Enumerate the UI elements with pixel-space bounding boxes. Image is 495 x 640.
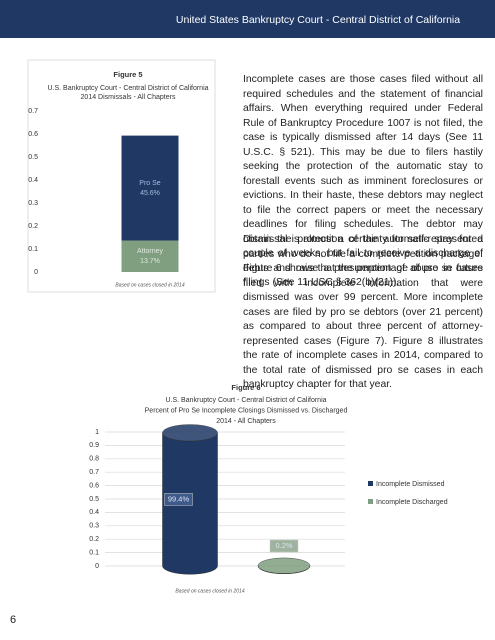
y-tick-label: 0 <box>34 269 38 276</box>
y-tick-label: 0.8 <box>89 456 99 463</box>
paragraph: Incomplete cases are those cases filed w… <box>243 74 483 288</box>
y-tick-label: 0.2 <box>89 536 99 543</box>
header-bar <box>0 0 495 38</box>
legend-label: Incomplete Dismissed <box>376 481 445 488</box>
chart-title: Percent of Pro Se Incomplete Closings Di… <box>145 407 348 414</box>
value-label-box <box>164 493 193 506</box>
segment-name: Pro Se <box>139 180 161 187</box>
paragraph: Dismissal is almost a certainty for self… <box>243 234 483 390</box>
bar-segment <box>121 135 179 241</box>
value-label: 0.2% <box>275 541 292 550</box>
y-tick-label: 0.5 <box>89 496 99 503</box>
legend-label: Incomplete Discharged <box>376 499 448 506</box>
value-label: 99.4% <box>168 494 190 503</box>
value-label: 45.6% <box>140 190 160 197</box>
cylinder-top <box>162 424 218 442</box>
y-tick-label: 0.4 <box>89 509 99 516</box>
page-number: 6 <box>10 614 16 626</box>
chart-title: U.S. Bankruptcy Court - Central District… <box>165 397 326 404</box>
chart-note: Based on cases closed in 2014 <box>175 588 244 594</box>
y-tick-label: 0.9 <box>89 442 99 449</box>
chart-note: Based on cases closed in 2014 <box>115 282 184 288</box>
legend-swatch <box>368 481 373 486</box>
y-tick-label: 0 <box>95 563 99 570</box>
cylinder-top <box>257 557 311 574</box>
y-tick-label: 0.5 <box>28 154 38 161</box>
y-tick-label: 0.2 <box>28 223 38 230</box>
chart-title: 2014 Dismissals - All Chapters <box>81 94 176 101</box>
header-title: United States Bankruptcy Court - Central… <box>176 14 460 26</box>
legend-swatch <box>368 499 373 504</box>
y-tick-label: 0.6 <box>89 482 99 489</box>
y-tick-label: 0.1 <box>28 246 38 253</box>
figure-frame <box>27 59 216 293</box>
y-tick-label: 0.3 <box>89 523 99 530</box>
value-label-box <box>269 539 299 553</box>
segment-name: Attorney <box>137 248 164 255</box>
value-label: 13.7% <box>140 258 160 265</box>
y-tick-label: 0.3 <box>28 200 38 207</box>
chart-title: U.S. Bankruptcy Court - Central District… <box>47 85 208 92</box>
y-tick-label: 1 <box>95 429 99 436</box>
y-tick-label: 0.4 <box>28 177 38 184</box>
y-tick-label: 0.1 <box>89 549 99 556</box>
figure-label: Figure 5 <box>113 70 142 79</box>
y-tick-label: 0.7 <box>89 469 99 476</box>
figure-label: Figure 6 <box>231 383 260 392</box>
bar-segment <box>121 240 179 272</box>
y-tick-label: 0.7 <box>28 108 38 115</box>
y-tick-label: 0.6 <box>28 131 38 138</box>
chart-title: 2014 - All Chapters <box>216 418 276 425</box>
